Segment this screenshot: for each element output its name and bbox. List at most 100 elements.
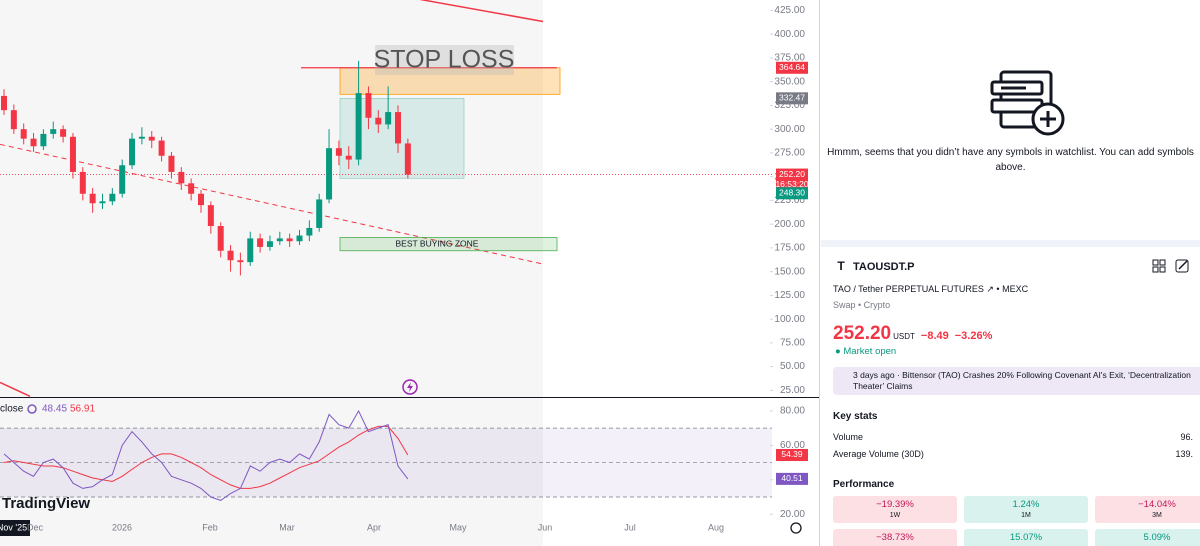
candle-body xyxy=(188,183,195,194)
candle-body xyxy=(60,129,67,137)
chart: 425.00 400.00 375.00 350.00 325.00 300.00 275.… xyxy=(0,0,820,546)
x-tick-label: Jul xyxy=(624,522,636,532)
perf-value: 5.09% xyxy=(1143,532,1171,543)
candle-body xyxy=(89,193,96,204)
perf-value: −14.04% xyxy=(1138,499,1176,510)
trendline xyxy=(0,143,544,265)
candle-body xyxy=(296,235,303,242)
candle-body xyxy=(316,199,323,228)
rsi-tag-label: 54.39 xyxy=(781,449,803,459)
candle-body xyxy=(385,112,392,125)
symbol-name[interactable]: TAOUSDT.P xyxy=(853,261,915,273)
candle-body xyxy=(306,227,313,236)
x-tick-label: May xyxy=(449,522,467,532)
perf-cell[interactable]: 5.09% xyxy=(1095,529,1200,546)
candle-body xyxy=(1,95,7,111)
perf-cell[interactable]: 15.07% xyxy=(964,529,1088,546)
candle-body xyxy=(266,241,273,247)
candle-body xyxy=(119,165,126,194)
toolbar-icons[interactable] xyxy=(1151,258,1191,274)
candle-body xyxy=(69,136,76,172)
y-tick-label: 80.00 xyxy=(780,406,805,417)
y-tick-label: 225.00 xyxy=(774,195,805,206)
settings-icon[interactable] xyxy=(790,522,802,534)
x-tick-label: Jun xyxy=(538,522,553,532)
status: Market open xyxy=(843,346,897,357)
stat-label: Average Volume (30D) xyxy=(833,449,924,459)
stat-value: 139. xyxy=(1175,449,1193,459)
perf-cell[interactable]: −19.39% 1W xyxy=(833,496,957,523)
price-row: 252.20 USDT −8.49 −3.26% xyxy=(833,323,998,345)
y-tick-label: 75.00 xyxy=(780,338,805,349)
y-tick-label: 350.00 xyxy=(774,76,805,87)
description-row: TAO / Tether PERPETUAL FUTURES ↗ • MEXC xyxy=(833,284,1029,294)
symbol-logo: T xyxy=(833,258,849,274)
y-tick-label: 200.00 xyxy=(774,219,805,230)
x-tick-label: Dec xyxy=(27,522,44,532)
rsi-ma-line xyxy=(3,425,409,489)
zone-label: BEST BUYING ZONE xyxy=(396,238,479,248)
candle-body xyxy=(217,226,224,251)
watchlist-icon xyxy=(990,70,1065,136)
x-tick-label: 2026 xyxy=(112,522,132,532)
perf-cell[interactable]: −14.04% 3M xyxy=(1095,496,1200,523)
candle-body xyxy=(168,155,175,172)
symbol-row: T TAOUSDT.P xyxy=(833,258,915,274)
perf-cell[interactable]: −38.73% xyxy=(833,529,957,546)
perf-value: −19.39% xyxy=(876,499,914,510)
candle-body xyxy=(148,136,155,141)
candle-body xyxy=(207,205,214,227)
x-tick-label: Aug xyxy=(708,522,724,532)
stop-label: STOP LOSS xyxy=(374,46,515,74)
rsi-tag xyxy=(776,472,808,485)
status-row: ● Market open xyxy=(835,346,897,357)
description: TAO / Tether PERPETUAL FUTURES xyxy=(833,284,984,294)
candle-body xyxy=(276,238,283,242)
empty-watchlist: Hmmm, seems that you didn’t have any sym… xyxy=(821,145,1200,175)
buying-zone xyxy=(339,237,558,252)
candle-body xyxy=(79,171,86,194)
candle-body xyxy=(237,260,244,263)
flash-glyph xyxy=(407,382,413,392)
x-tick-label: Mar xyxy=(279,522,295,532)
stat-label: Volume xyxy=(833,432,864,442)
y-tick-label: 20.00 xyxy=(780,509,805,520)
section-title: Performance xyxy=(833,479,895,490)
candle-body xyxy=(375,117,382,125)
candle-body xyxy=(247,238,254,263)
y-tick-label: 150.00 xyxy=(774,266,805,277)
y-tick-label: 425.00 xyxy=(774,5,805,16)
y-tick-label: 400.00 xyxy=(774,29,805,40)
y-tick-label: 25.00 xyxy=(780,385,805,396)
news[interactable]: 3 days ago · Bittensor (TAO) Crashes 20%… xyxy=(833,367,1200,395)
candle-body xyxy=(395,112,401,144)
perf-value: 15.07% xyxy=(1009,532,1043,543)
price-tag-label: 248.30 xyxy=(779,188,805,198)
candle-body xyxy=(345,155,352,160)
currency: USDT xyxy=(893,332,915,341)
candle-body xyxy=(198,193,204,206)
sidebar: Hmmm, seems that you didn’t have any sym… xyxy=(821,0,1200,546)
candle-body xyxy=(326,148,333,200)
x-tick-label: Nov '25 xyxy=(0,522,27,532)
perf-period: 1W xyxy=(889,512,901,519)
exchange[interactable]: MEXC xyxy=(1002,284,1029,294)
price-tag xyxy=(776,187,808,200)
y-tick-label: 375.00 xyxy=(774,53,805,64)
stop-box xyxy=(339,67,561,95)
y-tick-label: 100.00 xyxy=(774,314,805,325)
change-pct: −3.26% xyxy=(954,330,993,342)
perf-cell[interactable]: 1.24% 1M xyxy=(964,496,1088,523)
flash-icon[interactable] xyxy=(402,379,418,395)
price: 252.20 xyxy=(833,323,892,344)
rsi-tag xyxy=(776,448,808,461)
x-tick-label: Feb xyxy=(202,522,218,532)
y-tick-label: 300.00 xyxy=(774,124,805,135)
price-tag-label: 364.64 xyxy=(779,62,805,72)
x-tick-label: Apr xyxy=(367,522,381,532)
subtitle: Swap • Crypto xyxy=(833,300,891,310)
empty-text: Hmmm, seems that you didn’t have any sym… xyxy=(827,147,1194,158)
stat-row: Average Volume (30D) 139. xyxy=(833,449,1193,459)
